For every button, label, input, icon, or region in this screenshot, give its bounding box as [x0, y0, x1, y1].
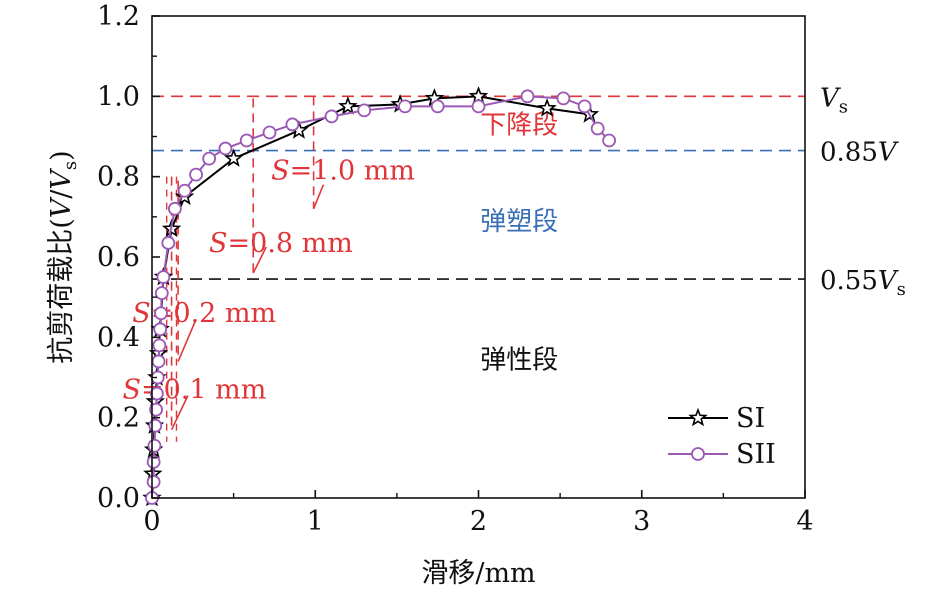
data-point	[189, 167, 203, 182]
data-point	[153, 322, 168, 337]
slip-annotations-layer: S=1.0 mmS=0.8 mmS=0.2 mmS=0.1 mm	[123, 96, 415, 442]
slip-leader-line	[177, 318, 197, 362]
slip-annotation-label: S=0.8 mm	[209, 228, 353, 259]
data-point	[218, 141, 233, 156]
y-label-subscript: s	[60, 161, 81, 170]
data-point	[149, 386, 164, 401]
x-tick-label: 3	[633, 506, 650, 537]
legend-entry: SII	[668, 439, 776, 470]
data-point	[149, 402, 163, 417]
legend-marker	[691, 447, 705, 461]
data-point	[285, 117, 300, 132]
y-tick-label: 0.2	[97, 403, 140, 434]
slip-value: =0.2 mm	[151, 298, 276, 329]
x-axis-label: 滑移/mm	[421, 558, 535, 589]
series-layer	[142, 86, 616, 507]
slip-annotation-label: S=0.1 mm	[123, 375, 267, 406]
data-point	[202, 151, 217, 166]
data-point	[148, 418, 163, 433]
data-point	[577, 99, 592, 114]
slip-symbol: S	[123, 375, 142, 406]
slip-symbol: S	[271, 156, 290, 187]
reference-label-prefix: 0.55	[820, 266, 878, 296]
data-point	[152, 338, 167, 353]
data-point	[146, 475, 161, 489]
reference-line-label: 0.85V	[820, 138, 899, 168]
y-label-slash: /	[46, 189, 77, 199]
reference-label-symbol: V	[878, 266, 899, 296]
data-point	[430, 99, 445, 114]
axes-layer: 0 1 2 3 40.00.20.40.60.81.01.2滑移/mm抗剪荷载比(V/V…	[46, 1, 814, 589]
reference-line-label: 0.55Vs	[820, 266, 906, 300]
reference-line-label: Vs	[820, 83, 848, 117]
data-point	[151, 354, 166, 369]
data-point	[156, 270, 171, 284]
x-tick-label: 1	[307, 506, 324, 537]
legend-label: SII	[736, 439, 776, 470]
y-tick-label: 1.2	[97, 1, 140, 32]
data-point	[324, 109, 339, 124]
data-point	[357, 103, 372, 118]
slip-symbol: S	[209, 228, 228, 259]
data-point	[338, 96, 358, 115]
region-label: 下降段	[480, 110, 558, 140]
data-point	[239, 133, 254, 148]
legend-label: SI	[736, 403, 765, 434]
data-point	[398, 99, 412, 114]
reference-label-subscript: s	[897, 279, 906, 300]
y-tick-label: 0.6	[97, 242, 140, 273]
data-point	[590, 121, 605, 136]
data-point	[262, 125, 277, 140]
slip-annotation-label: S=1.0 mm	[271, 156, 415, 187]
legend-marker	[688, 407, 708, 427]
slip-value: =0.8 mm	[228, 228, 353, 259]
y-tick-label: 0.0	[97, 483, 140, 514]
slip-value: =1.0 mm	[290, 156, 415, 187]
data-point	[147, 438, 162, 453]
x-tick-label: 4	[796, 506, 813, 537]
data-point	[520, 89, 535, 104]
x-tick-label: 2	[470, 506, 487, 537]
reference-label-symbol: V	[878, 138, 899, 168]
data-point	[154, 286, 169, 301]
series-sii	[145, 89, 616, 505]
y-axis-label: 抗剪荷载比(V/Vs)	[46, 150, 81, 363]
data-point	[167, 201, 182, 216]
slip-leader-line	[170, 395, 189, 431]
data-point	[177, 183, 192, 198]
y-label-symbol: V	[46, 196, 77, 218]
data-point	[154, 306, 168, 321]
y-label-close: )	[46, 150, 77, 161]
data-point	[146, 454, 161, 469]
reference-label-prefix: 0.85	[820, 138, 878, 168]
y-label-symbol: V	[46, 168, 77, 190]
data-point	[471, 99, 486, 114]
slip-leader-line	[252, 246, 267, 274]
legend-layer: SI SII	[668, 403, 776, 470]
y-tick-label: 1.0	[97, 81, 140, 112]
data-point	[556, 91, 571, 106]
slip-leader-line	[312, 184, 325, 210]
region-label: 弹性段	[480, 345, 558, 375]
data-point	[602, 133, 616, 148]
slip-annotation-label: S=0.2 mm	[132, 298, 276, 329]
y-tick-label: 0.8	[97, 162, 140, 193]
reference-label-subscript: s	[839, 96, 848, 117]
slip-symbol: S	[132, 298, 151, 329]
legend-entry: SI	[668, 403, 765, 434]
data-point	[161, 236, 176, 250]
y-tick-label: 0.4	[97, 322, 140, 353]
reference-label-symbol: V	[820, 83, 841, 113]
y-label-text: 抗剪荷载比(	[46, 218, 77, 364]
region-label: 弹塑段	[480, 207, 558, 237]
data-point	[223, 148, 244, 167]
data-point	[537, 98, 557, 117]
x-tick-label: 0	[143, 506, 160, 537]
